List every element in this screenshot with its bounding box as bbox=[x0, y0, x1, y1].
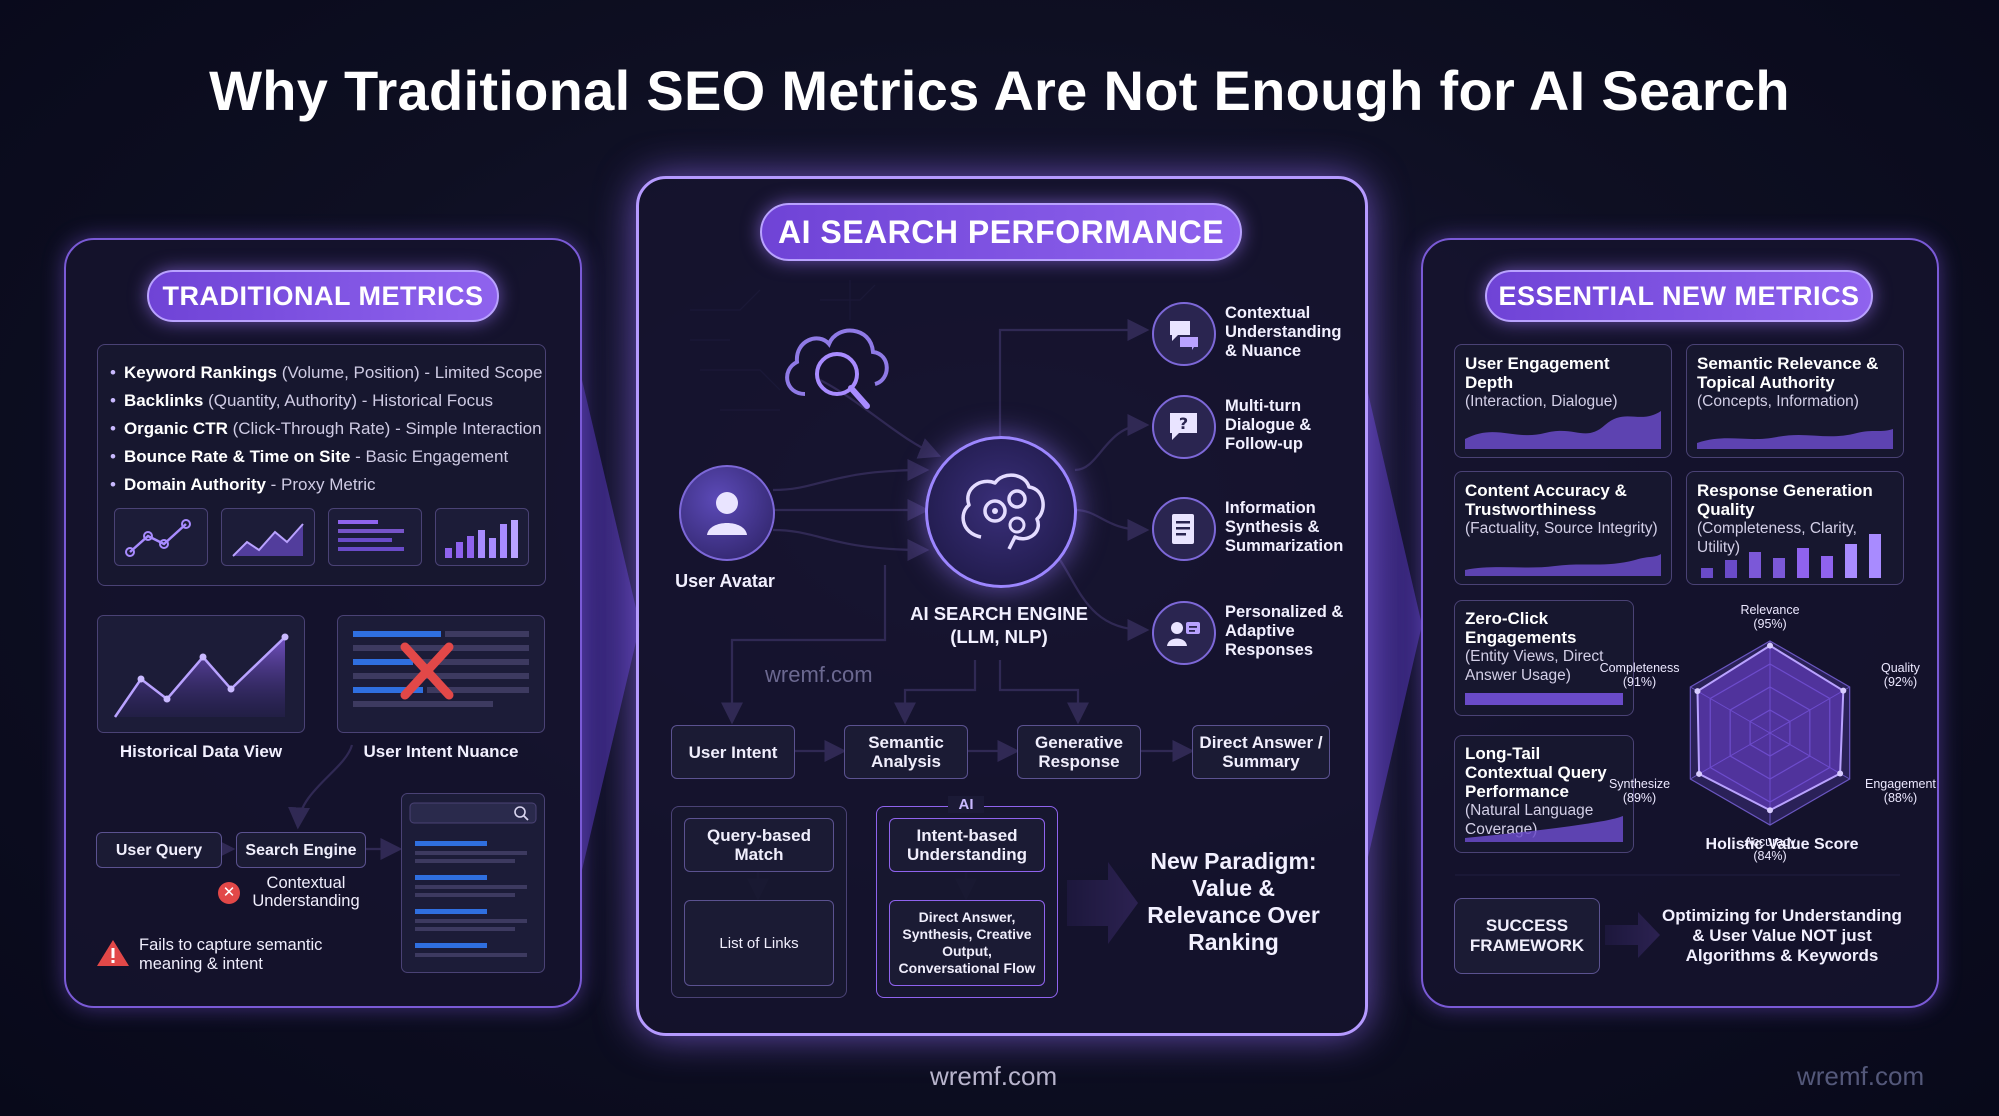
radar-point bbox=[1837, 770, 1844, 777]
watermark-bottom-right: wremf.com bbox=[1797, 1061, 1925, 1091]
historical-data-chart bbox=[97, 615, 305, 733]
ai-search-performance-header: AI SEARCH PERFORMANCE bbox=[760, 203, 1242, 261]
query-based-match: Query-based Match bbox=[684, 818, 834, 872]
metric-card-engagement-depth: User Engagement Depth (Interaction, Dialo… bbox=[1454, 344, 1672, 458]
ai-output-types: Direct Answer, Synthesis, Creative Outpu… bbox=[889, 900, 1045, 986]
contextual-understanding-failed: Contextual Understanding bbox=[252, 874, 360, 910]
right-chevron-arrow bbox=[1365, 380, 1422, 870]
radar-point bbox=[1696, 770, 1703, 777]
optimizing-text: Optimizing for Understanding & User Valu… bbox=[1662, 906, 1902, 965]
content-accuracy-sparkline bbox=[1465, 554, 1661, 576]
output-information-synthesis: Information Synthesis & Summarization bbox=[1225, 499, 1344, 555]
metric-card-response-quality: Response Generation Quality (Completeness… bbox=[1686, 471, 1904, 585]
holistic-value-radar bbox=[1689, 640, 1851, 826]
cross-mark-icon bbox=[400, 642, 454, 700]
engagement-depth-sparkline bbox=[1465, 411, 1661, 449]
radar-axis-label: Engagement (88%) bbox=[1865, 777, 1936, 805]
flow-user-intent: User Intent bbox=[671, 725, 795, 779]
metric-card-semantic-relevance: Semantic Relevance & Topical Authority (C… bbox=[1686, 344, 1904, 458]
output-contextual-understanding: Contextual Understanding & Nuance bbox=[1225, 304, 1342, 360]
bullet-item: • Domain Authority - Proxy Metric bbox=[110, 475, 376, 494]
radar-axis-label: Quality (92%) bbox=[1881, 661, 1920, 689]
cloud-search-icon bbox=[785, 328, 889, 409]
bullet-item: • Bounce Rate & Time on Site - Basic Enga… bbox=[110, 447, 509, 466]
historical-data-label: Historical Data View bbox=[119, 742, 283, 761]
document-icon bbox=[1152, 497, 1216, 561]
radar-axis-label: Accuracy (84%) bbox=[1744, 835, 1796, 863]
radar-point bbox=[1694, 688, 1701, 695]
radar-point bbox=[1767, 642, 1773, 649]
bullet-item: • Keyword Rankings (Volume, Position) - L… bbox=[110, 363, 543, 382]
radar-point bbox=[1840, 687, 1847, 694]
bullet-item: • Backlinks (Quantity, Authority) - Histo… bbox=[110, 391, 494, 410]
list-of-links: List of Links bbox=[684, 900, 834, 986]
left-chevron-arrow bbox=[582, 380, 640, 870]
search-engine-box: Search Engine bbox=[236, 832, 366, 868]
radar-axis-label: Relevance (95%) bbox=[1740, 603, 1800, 631]
warning-triangle-icon bbox=[97, 940, 129, 966]
warning-text: Fails to capture semantic meaning & inte… bbox=[139, 936, 323, 973]
semantic-relevance-sparkline bbox=[1697, 429, 1893, 449]
ai-engine-label: AI SEARCH ENGINE (LLM, NLP) bbox=[910, 603, 1088, 647]
user-query-box: User Query bbox=[96, 832, 222, 868]
radar-axis-label: Synthesize (89%) bbox=[1608, 777, 1671, 805]
intent-based-understanding: Intent-based Understanding bbox=[889, 818, 1045, 872]
flow-direct-answer: Direct Answer / Summary bbox=[1192, 725, 1330, 779]
watermark-center-inner: wremf.com bbox=[765, 662, 873, 687]
bullet-item: • Organic CTR (Click-Through Rate) - Simp… bbox=[110, 419, 542, 438]
svg-text:?: ? bbox=[1179, 414, 1188, 433]
chat-bubbles-icon bbox=[1152, 302, 1216, 366]
page-title: Why Traditional SEO Metrics Are Not Enou… bbox=[209, 59, 1790, 122]
user-intent-nuance-card bbox=[337, 615, 545, 733]
holistic-value-title: Holistic Value Score bbox=[1705, 836, 1859, 853]
ai-engine-brain-icon bbox=[925, 436, 1077, 588]
line-chart-tile bbox=[114, 508, 208, 566]
radar-point bbox=[1767, 807, 1773, 814]
zero-click-bar bbox=[1465, 693, 1623, 705]
new-paradigm-text: New Paradigm: Value & Relevance Over Ran… bbox=[1147, 848, 1320, 955]
metric-card-long-tail: Long-Tail Contextual Query Performance (N… bbox=[1454, 735, 1634, 853]
user-avatar-label: User Avatar bbox=[675, 571, 775, 591]
success-framework-box: SUCCESS FRAMEWORK bbox=[1454, 898, 1600, 974]
metric-card-zero-click: Zero-Click Engagements (Entity Views, Dir… bbox=[1454, 600, 1634, 716]
output-multi-turn-dialogue: Multi-turn Dialogue & Follow-up bbox=[1225, 397, 1312, 453]
metric-card-content-accuracy: Content Accuracy & Trustworthiness (Factu… bbox=[1454, 471, 1672, 585]
watermark-bottom-center: wremf.com bbox=[930, 1061, 1058, 1091]
long-tail-sparkline bbox=[1465, 816, 1623, 842]
question-bubble-icon: ? bbox=[1152, 395, 1216, 459]
radar-axis-label: Completeness (91%) bbox=[1599, 661, 1680, 689]
flow-generative-response: Generative Response bbox=[1017, 725, 1141, 779]
area-chart-tile bbox=[221, 508, 315, 566]
ai-tag: AI bbox=[948, 796, 984, 813]
response-quality-bars bbox=[1701, 534, 1881, 578]
error-circle-icon: ✕ bbox=[218, 882, 240, 904]
output-personalized-responses: Personalized & Adaptive Responses bbox=[1225, 603, 1344, 659]
flow-semantic-analysis: Semantic Analysis bbox=[844, 725, 968, 779]
traditional-metrics-header: TRADITIONAL METRICS bbox=[147, 270, 499, 322]
user-card-icon bbox=[1152, 601, 1216, 665]
bar-chart-tile bbox=[435, 508, 529, 566]
user-avatar-icon bbox=[679, 465, 775, 561]
search-results-window bbox=[401, 793, 545, 973]
essential-new-metrics-header: ESSENTIAL NEW METRICS bbox=[1485, 270, 1873, 322]
traditional-bullet-list: • Keyword Rankings (Volume, Position) - L… bbox=[110, 359, 543, 499]
user-intent-nuance-label: User Intent Nuance bbox=[363, 742, 519, 761]
text-lines-tile bbox=[328, 508, 422, 566]
